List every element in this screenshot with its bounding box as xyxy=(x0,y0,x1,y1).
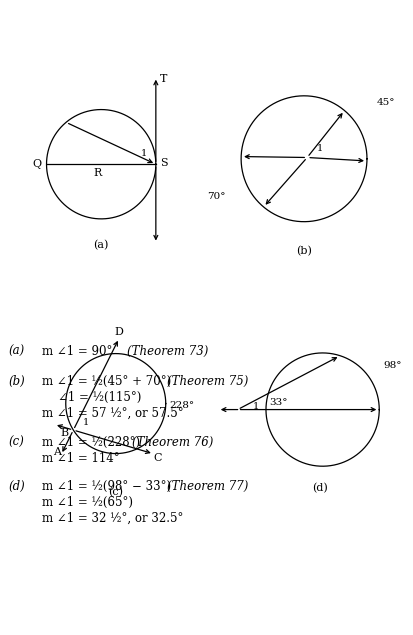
Text: m ∠1 = 114°: m ∠1 = 114° xyxy=(42,452,120,465)
Text: m ∠1 = ½(98° − 33°): m ∠1 = ½(98° − 33°) xyxy=(42,480,175,493)
Text: 1: 1 xyxy=(317,144,323,152)
Text: (Theorem 75): (Theorem 75) xyxy=(167,375,248,388)
Text: Q: Q xyxy=(33,159,42,169)
Text: ∠1 = ½(115°): ∠1 = ½(115°) xyxy=(58,391,141,404)
Text: (b): (b) xyxy=(8,375,25,388)
Text: C: C xyxy=(153,453,162,463)
Text: 228°: 228° xyxy=(170,401,195,410)
Text: 1: 1 xyxy=(83,418,89,427)
Text: (a): (a) xyxy=(8,345,24,358)
Text: (a): (a) xyxy=(93,240,109,250)
Text: (c): (c) xyxy=(8,436,24,449)
Text: (Theorem 77): (Theorem 77) xyxy=(167,480,248,493)
Text: B: B xyxy=(60,427,69,438)
Text: (Theorem 76): (Theorem 76) xyxy=(132,436,214,449)
Text: (d): (d) xyxy=(8,480,25,493)
Text: (Theorem 73): (Theorem 73) xyxy=(127,345,209,358)
Text: 70°: 70° xyxy=(206,192,225,201)
Text: T: T xyxy=(160,74,168,84)
Text: S: S xyxy=(160,158,168,168)
Text: D: D xyxy=(115,326,123,337)
Text: m ∠1 = 90°: m ∠1 = 90° xyxy=(42,345,116,358)
Text: 98°: 98° xyxy=(383,361,401,370)
Text: A: A xyxy=(53,446,61,457)
Text: 1: 1 xyxy=(141,149,147,157)
Text: 33°: 33° xyxy=(269,398,288,406)
Text: (c): (c) xyxy=(108,487,123,497)
Text: (d): (d) xyxy=(312,483,328,493)
Text: (b): (b) xyxy=(296,246,312,257)
Text: R: R xyxy=(93,168,102,178)
Text: m ∠1 = ½(228°): m ∠1 = ½(228°) xyxy=(42,436,144,449)
Text: 1: 1 xyxy=(253,402,259,411)
Text: m ∠1 = 57 ½°, or 57.5°: m ∠1 = 57 ½°, or 57.5° xyxy=(42,407,184,420)
Text: m ∠1 = ½(45° + 70°): m ∠1 = ½(45° + 70°) xyxy=(42,375,175,388)
Text: m ∠1 = ½(65°): m ∠1 = ½(65°) xyxy=(42,496,133,509)
Text: m ∠1 = 32 ½°, or 32.5°: m ∠1 = 32 ½°, or 32.5° xyxy=(42,512,183,525)
Text: 45°: 45° xyxy=(377,98,395,107)
